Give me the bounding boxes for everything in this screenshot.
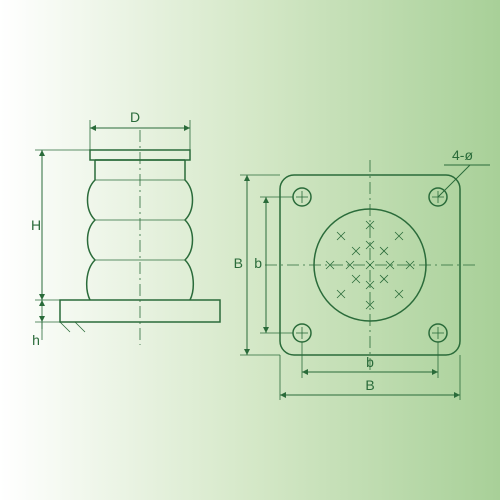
label-b-bottom: b [366,354,374,370]
side-view: D H h [31,109,220,348]
label-h: h [32,332,40,348]
hole-callout: 4-ø [438,147,490,197]
dim-h: h [32,293,60,348]
label-b-left: b [254,255,262,271]
base-hatch [60,322,85,332]
label-D: D [130,109,140,125]
label-B-left: B [234,255,243,271]
dim-H: H [31,150,90,300]
dim-D: D [90,109,190,150]
top-view: B b B b 4-ø [234,147,490,400]
label-hole: 4-ø [452,147,473,163]
label-H: H [31,217,41,233]
drawing-canvas: D H h [0,0,500,500]
label-B-bottom: B [365,377,374,393]
